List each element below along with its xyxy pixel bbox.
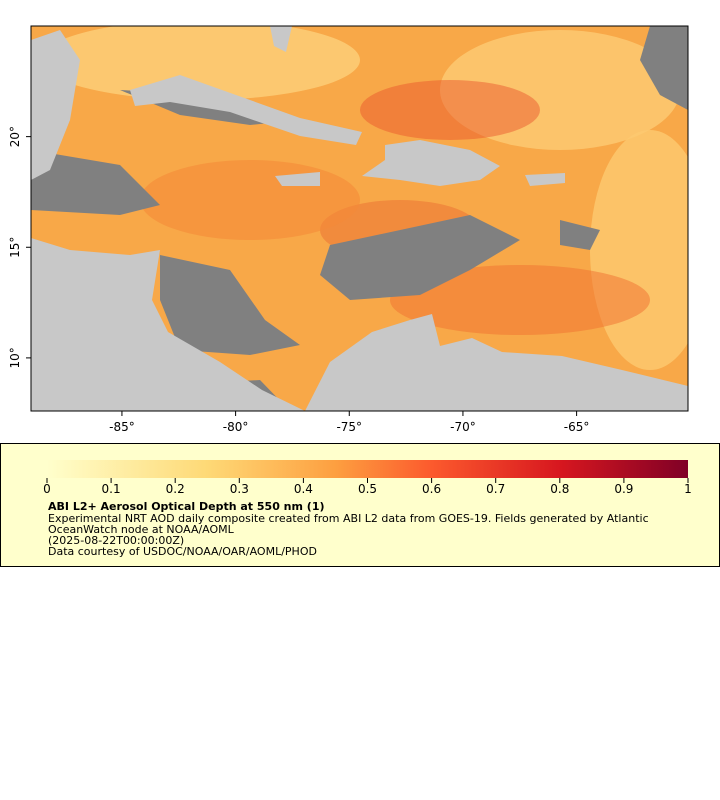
y-tick-label: 15° xyxy=(8,237,22,258)
colorbar-tick-label: 0 xyxy=(43,482,51,496)
x-tick-label: -75° xyxy=(336,420,362,434)
y-tick-label: 20° xyxy=(8,126,22,147)
x-tick-label: -85° xyxy=(109,420,135,434)
map-image xyxy=(31,26,688,411)
colorbar xyxy=(47,460,688,478)
x-tick-label: -70° xyxy=(450,420,476,434)
colorbar-tick-label: 0.9 xyxy=(614,482,633,496)
colorbar-tick-label: 0.7 xyxy=(486,482,505,496)
colorbar-tick-label: 0.8 xyxy=(550,482,569,496)
colorbar-tick-label: 0.1 xyxy=(102,482,121,496)
legend-line: (2025-08-22T00:00:00Z) xyxy=(48,534,184,547)
legend-line: OceanWatch node at NOAA/AOML xyxy=(48,523,235,536)
axes: -85° -80° -75° -70° -65° 10° 15° 20° xyxy=(8,126,589,434)
y-tick-label: 10° xyxy=(8,347,22,368)
x-tick-label: -80° xyxy=(223,420,249,434)
colorbar-tick-label: 0.6 xyxy=(422,482,441,496)
legend-title: ABI L2+ Aerosol Optical Depth at 550 nm … xyxy=(48,500,325,513)
colorbar-tick-label: 0.5 xyxy=(358,482,377,496)
legend-line: Data courtesy of USDOC/NOAA/OAR/AOML/PHO… xyxy=(48,545,317,558)
colorbar-tick-label: 0.4 xyxy=(294,482,313,496)
colorbar-tick-label: 0.2 xyxy=(166,482,185,496)
colorbar-ticks: 0 0.1 0.2 0.3 0.4 0.5 0.6 0.7 0.8 0.9 1 xyxy=(43,478,692,496)
legend-line: Experimental NRT AOD daily composite cre… xyxy=(48,512,649,525)
colorbar-tick-label: 1 xyxy=(684,482,692,496)
map-frame xyxy=(30,25,689,412)
x-tick-label: -65° xyxy=(564,420,590,434)
colorbar-tick-label: 0.3 xyxy=(230,482,249,496)
